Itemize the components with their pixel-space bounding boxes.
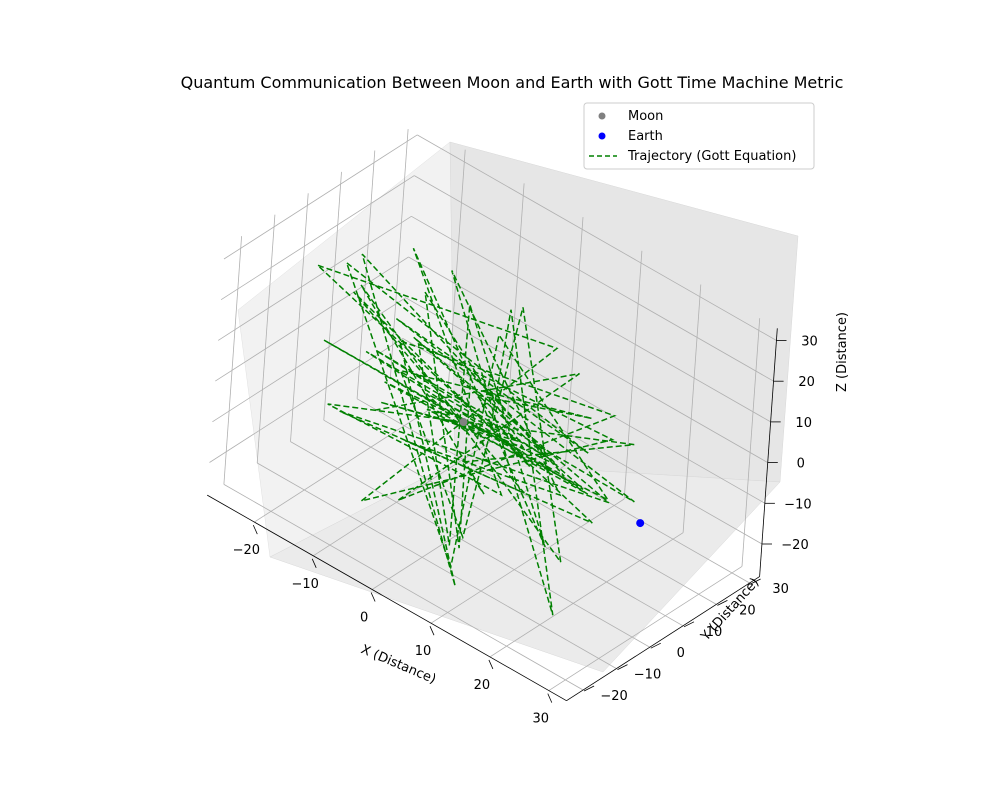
y-tick-mark <box>717 600 728 606</box>
grid-line-side-y <box>323 171 342 421</box>
y-tick-label: 0 <box>677 646 685 661</box>
grid-line-floor-x <box>430 498 625 624</box>
legend-earth-marker <box>598 132 606 140</box>
grid-line-back-z <box>417 134 777 341</box>
z-axis-line <box>759 328 778 577</box>
tick-labels: −20 −10 0 10 20 30 −20 −10 0 10 20 30 −20 −10 0 10 20 30 <box>233 335 818 727</box>
z-tick-label: −20 <box>781 538 808 553</box>
z-tick-label: 10 <box>795 416 812 431</box>
y-tick-label: 30 <box>772 582 789 597</box>
legend-trajectory-label: Trajectory (Gott Equation) <box>627 149 796 164</box>
y-tick-label: −20 <box>600 689 627 704</box>
trajectory-layer <box>317 247 635 616</box>
x-tick-mark <box>429 626 435 636</box>
y-tick-mark <box>650 642 661 649</box>
earth-point <box>636 519 645 528</box>
y-tick-label: 20 <box>739 603 756 618</box>
grid-line-floor-y <box>257 462 617 669</box>
grid-line-back-z <box>411 215 771 423</box>
grid-line-side-y <box>290 193 309 442</box>
x-tick-label: 10 <box>415 644 432 659</box>
grid-line-back-z <box>414 175 774 382</box>
x-axis-line <box>207 494 567 702</box>
y-tick-mark <box>617 664 628 670</box>
z-tick-label: 30 <box>801 335 818 350</box>
grid-line-floor-y <box>323 419 684 627</box>
grid-line-side-y <box>223 236 242 485</box>
y-tick-mark <box>750 578 761 585</box>
x-tick-mark <box>547 693 553 703</box>
grid-line-side-y <box>356 150 376 399</box>
moon-point <box>459 418 468 426</box>
grid-line-side-z <box>223 134 418 260</box>
x-tick-label: 30 <box>533 712 550 727</box>
z-axis-label: Z (Distance) <box>835 312 850 392</box>
back-pane-yz <box>449 141 799 483</box>
grid-line-floor-y <box>223 484 584 691</box>
legend-box <box>583 102 815 170</box>
grid-line-floor-x <box>489 532 684 658</box>
grid-line-floor-x <box>548 566 743 691</box>
axes-panes <box>237 141 799 673</box>
x-tick-label: −20 <box>233 543 260 558</box>
y-tick-label: 10 <box>706 625 723 640</box>
legend-moon-marker <box>598 112 606 120</box>
chart-title: Quantum Communication Between Moon and E… <box>181 73 844 92</box>
x-tick-label: −10 <box>291 577 318 592</box>
y-tick-mark <box>683 621 695 628</box>
z-tick-label: 0 <box>797 457 805 472</box>
grid-line-side-z <box>215 256 409 382</box>
y-tick-label: −10 <box>634 668 661 683</box>
y-axis-line <box>566 576 760 702</box>
x-tick-mark <box>488 659 494 670</box>
z-tick-label: −10 <box>784 497 811 512</box>
legend: Moon Earth Trajectory (Gott Equation) <box>583 102 815 170</box>
x-tick-mark <box>252 524 258 535</box>
x-tick-label: 20 <box>474 678 491 693</box>
points-layer <box>459 418 645 528</box>
grid-line-back-x <box>682 284 702 533</box>
legend-moon-label: Moon <box>628 109 663 124</box>
trajectory-line <box>317 247 635 616</box>
grid-line-back-z <box>402 338 763 545</box>
x-tick-mark <box>311 558 317 568</box>
grid-line-side-z <box>220 175 415 301</box>
grid-line-side-z <box>209 338 403 463</box>
grid-line-back-x <box>564 217 584 466</box>
x-tick-label: 0 <box>360 611 368 626</box>
grid-line-floor-y <box>356 398 717 605</box>
grid-line-back-x <box>741 318 761 567</box>
grid-line-back-x <box>623 250 643 500</box>
grid-line-back-x <box>447 149 466 398</box>
grid-line-side-y <box>256 214 276 464</box>
grid-line-back-z <box>405 297 766 504</box>
grid-line-side-z <box>217 215 412 341</box>
grid-line-floor-y <box>290 441 650 648</box>
axes-lines <box>207 328 778 702</box>
grid-line-floor-x <box>254 397 448 523</box>
y-tick-mark <box>583 685 595 692</box>
x-tick-mark <box>370 592 376 602</box>
legend-earth-label: Earth <box>628 129 663 144</box>
grid-line-back-z <box>408 256 768 463</box>
z-tick-label: 20 <box>798 375 815 390</box>
